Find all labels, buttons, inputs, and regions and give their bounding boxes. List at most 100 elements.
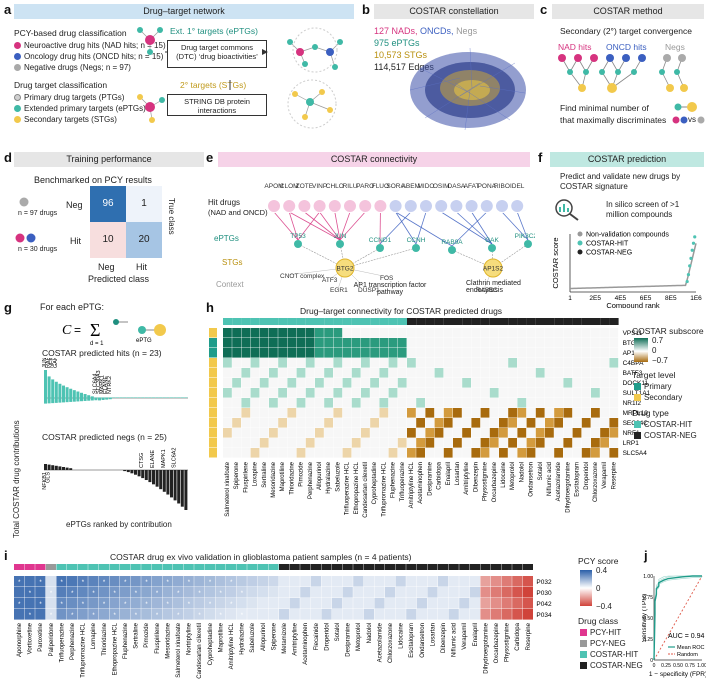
h-cell xyxy=(517,428,527,438)
g-hit-bar xyxy=(116,397,119,398)
h-col-label: Trifluoperazine xyxy=(400,461,406,501)
h-cell xyxy=(296,428,306,438)
class-costar-hit: COSTAR-HIT xyxy=(580,650,638,659)
pred-class-label: Predicted class xyxy=(88,274,150,284)
h-cell xyxy=(333,408,343,418)
i-cell xyxy=(226,587,237,598)
g-hit-bar xyxy=(162,397,166,398)
i-significance-star: * xyxy=(92,591,95,597)
panel-f-title: COSTAR prediction xyxy=(550,152,704,167)
h-cell xyxy=(545,448,554,458)
h-cell xyxy=(591,348,600,358)
i-cell xyxy=(35,576,46,587)
i-significance-star: * xyxy=(177,613,180,619)
g-hit-bar xyxy=(184,397,188,398)
h-cell xyxy=(462,358,471,368)
g-hit-label: NFKB1 xyxy=(49,358,55,368)
i-row-label: P032 xyxy=(536,579,552,586)
i-cell xyxy=(236,609,247,620)
i-cell xyxy=(363,598,374,609)
h-cell xyxy=(508,418,517,428)
h-drug-type-bar xyxy=(462,318,472,325)
i-col-label: Nortriptyline xyxy=(187,622,193,655)
h-cell xyxy=(471,388,481,398)
i-cell xyxy=(522,609,533,620)
i-cell xyxy=(45,598,56,609)
f-legend-label: COSTAR-NEG xyxy=(586,250,632,257)
i-cell xyxy=(109,587,120,598)
h-cell xyxy=(407,438,416,448)
h-col-label: Pimozide xyxy=(299,461,305,486)
i-cell xyxy=(67,598,78,609)
i-cell xyxy=(427,587,438,598)
h-cell xyxy=(508,328,517,338)
h-cell xyxy=(591,368,600,378)
h-cell xyxy=(407,428,416,438)
i-cell xyxy=(151,576,162,587)
i-legend-title: PCY score xyxy=(578,556,619,566)
h-cell xyxy=(223,338,232,348)
i-cell xyxy=(35,598,46,609)
svg-text:d = 1: d = 1 xyxy=(90,341,104,346)
h-cell xyxy=(572,388,582,398)
h-cell xyxy=(388,358,398,368)
h-cell xyxy=(278,328,287,338)
h-cell xyxy=(351,368,361,378)
i-significance-star: * xyxy=(114,591,117,597)
h-cell xyxy=(591,448,600,458)
h-cell xyxy=(517,388,527,398)
clathrin-label: Clathrin mediated endocytosis xyxy=(466,280,521,294)
h-cell xyxy=(471,428,481,438)
i-significance-star: * xyxy=(29,591,32,597)
h-cell xyxy=(223,408,232,418)
drug-node-label: CLOM xyxy=(280,183,299,190)
panel-d-title: Training performance xyxy=(14,152,204,167)
h-col-label: Ethopropazine HCL xyxy=(354,461,360,514)
h-cell xyxy=(489,338,499,348)
h-cell xyxy=(499,408,508,418)
h-cell xyxy=(232,428,241,438)
h-cell xyxy=(572,328,582,338)
h-cell xyxy=(296,378,306,388)
h-drug-type-bar xyxy=(342,318,352,325)
h-col-label: Hydralazine xyxy=(326,461,332,493)
h-cell xyxy=(545,428,554,438)
dtc-item-stg: Secondary targets (STGs) xyxy=(14,115,117,124)
h-cell xyxy=(489,358,499,368)
h-row-label: C4BPA xyxy=(623,360,644,367)
h-target-level-bar xyxy=(209,418,217,428)
eptg-node xyxy=(448,246,456,254)
i-drug-class-bar xyxy=(268,564,279,570)
j-auc: AUC = 0.94 xyxy=(668,633,704,640)
i-cell xyxy=(183,598,194,609)
h-cell xyxy=(407,348,416,358)
h-cell xyxy=(287,338,297,348)
h-cell xyxy=(489,418,499,428)
i-cell xyxy=(321,576,332,587)
h-cell xyxy=(508,398,517,408)
i-significance-star: * xyxy=(220,613,223,619)
h-cell xyxy=(443,408,453,418)
h-cell xyxy=(526,378,536,388)
j-x-tick: 0.25 xyxy=(661,663,671,669)
i-cell xyxy=(130,609,141,620)
h-drug-type-bar xyxy=(434,318,444,325)
h-cell xyxy=(296,408,306,418)
i-cell xyxy=(512,587,523,598)
i-cell xyxy=(512,576,523,587)
i-drug-class-bar xyxy=(247,564,258,570)
i-cell xyxy=(459,587,470,598)
h-drug-type-bar xyxy=(333,318,343,325)
h-cell xyxy=(489,428,499,438)
h-cell xyxy=(232,328,241,338)
h-cell xyxy=(434,338,444,348)
h-cell xyxy=(333,438,343,448)
h-cell xyxy=(397,368,407,378)
h-cell xyxy=(250,358,260,368)
costar-neg-swatch-icon xyxy=(580,662,587,670)
h-cell xyxy=(342,388,352,398)
i-cell xyxy=(480,576,491,587)
h-cell xyxy=(489,398,499,408)
h-cell xyxy=(250,448,260,458)
i-cell xyxy=(268,609,279,620)
